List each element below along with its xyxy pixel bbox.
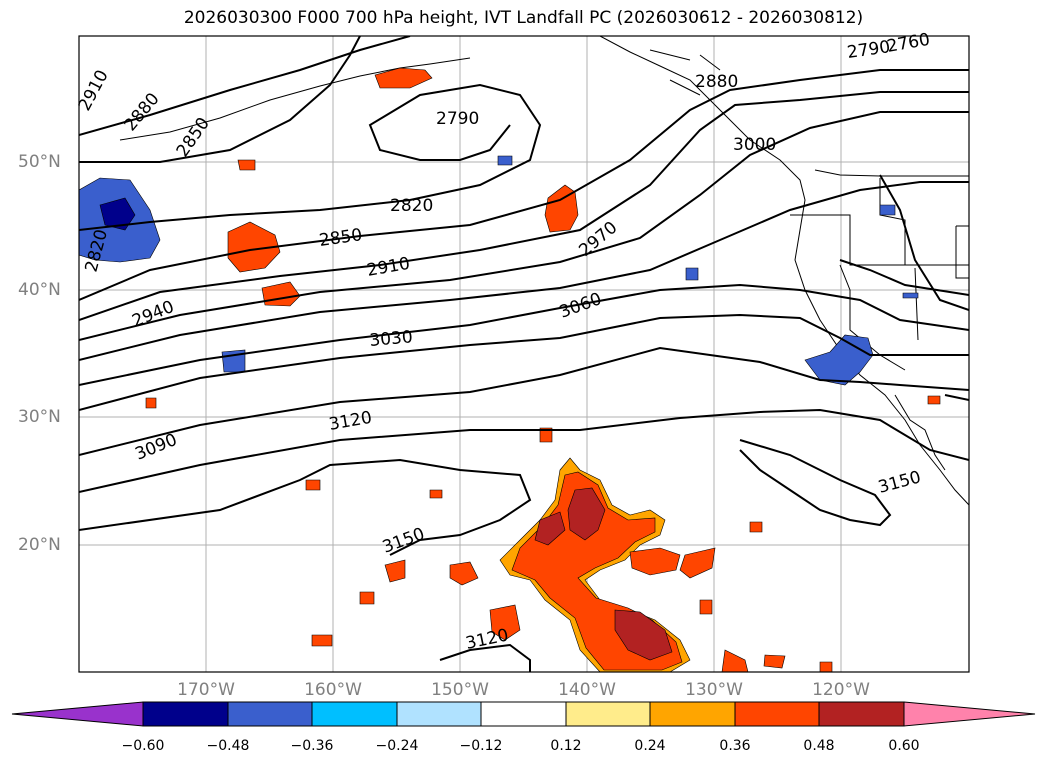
contour-label: 2760 [885,30,931,57]
contour-label: 2910 [365,254,411,281]
lat-label-30n: 30°N [18,407,61,427]
contour-label: 2940 [129,297,177,332]
contour-label: 2820 [390,196,433,216]
lon-label-150w: 150°W [431,680,489,700]
coastlines [119,36,969,506]
colorbar-extend-high [903,701,1036,727]
colorbar-bin [818,701,905,727]
contour-label: 3030 [369,327,414,351]
lat-label-40n: 40°N [18,280,61,300]
contour-label: 2790 [436,109,479,129]
colorbar-bin [565,701,651,727]
contour-label: 3150 [876,467,923,498]
contour-label: 3000 [733,135,776,155]
colorbar-tick: 0.12 [550,738,582,754]
map-title: 2026030300 F000 700 hPa height, IVT Land… [183,8,864,28]
contour-label: 2970 [575,218,621,261]
colorbar-tick: 0.24 [634,738,666,754]
colorbar-bin [396,701,482,727]
colorbar-extend-low [11,701,144,727]
colorbar [11,701,1036,727]
lat-label-50n: 50°N [18,152,61,172]
map-frame [78,35,970,673]
pos-blob-1 [227,221,281,273]
contour-label: 3060 [557,289,604,323]
lon-label-160w: 160°W [304,680,362,700]
lon-label-120w: 120°W [812,680,870,700]
colorbar-bin [734,701,820,727]
lon-label-130w: 130°W [685,680,743,700]
contour-label: 2910 [75,67,113,115]
height-contours [79,36,969,672]
lon-label-140w: 140°W [558,680,616,700]
colorbar-tick: −0.24 [375,738,419,754]
colorbar-bin [311,701,398,727]
colorbar-tick: 0.36 [719,738,751,754]
contour-label: 2790 [846,37,892,63]
lon-label-170w: 170°W [177,680,235,700]
colorbar-bin [649,701,736,727]
contour-label: 2850 [318,225,364,251]
contour-label: 3150 [380,524,427,558]
contour-label: 3120 [464,625,510,654]
lat-label-20n: 20°N [18,535,61,555]
contour-label: 2880 [695,72,738,92]
colorbar-bin [227,701,313,727]
colorbar-tick: −0.36 [290,738,334,754]
contour-label: 3120 [327,408,373,435]
map-content [79,36,969,672]
ivt-shading [79,67,941,672]
colorbar-tick: −0.60 [121,738,165,754]
colorbar-tick: −0.48 [206,738,250,754]
colorbar-bin [142,701,229,727]
colorbar-bin [480,701,567,727]
colorbar-tick: 0.60 [888,738,920,754]
colorbar-tick: 0.48 [803,738,835,754]
colorbar-tick: −0.12 [459,738,503,754]
